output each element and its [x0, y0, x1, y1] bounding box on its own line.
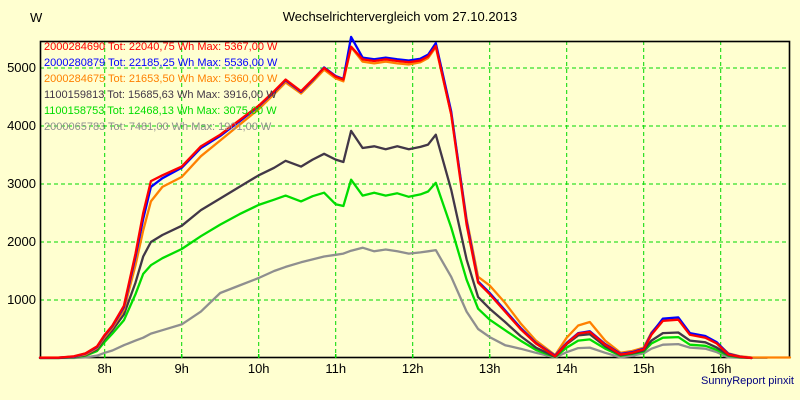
x-tick-label: 8h: [97, 361, 111, 376]
y-tick-label: 2000: [7, 234, 36, 249]
x-tick-label: 12h: [402, 361, 424, 376]
legend-item-2000284690: 2000284690 Tot: 22040,75 Wh Max: 5367,00…: [44, 41, 278, 53]
x-tick-label: 14h: [556, 361, 578, 376]
series-line-2000284690: [38, 44, 753, 360]
plot-frame: [39, 40, 791, 359]
y-tick-label: 3000: [7, 176, 36, 191]
series-line-1100159813: [38, 129, 753, 360]
y-tick-label: 4000: [7, 118, 36, 133]
y-tick-label: 5000: [7, 60, 36, 75]
legend: 2000284690 Tot: 22040,75 Wh Max: 5367,00…: [44, 39, 277, 135]
legend-item-2000280879: 2000280879 Tot: 22185,25 Wh Max: 5536,00…: [44, 57, 278, 69]
legend-item-1100159813: 1100159813 Tot: 15685,63 Wh Max: 3916,00…: [44, 89, 277, 101]
legend-item-2000065783: 2000065783 Tot: 7481,00 Wh Max: 1901,00 …: [44, 121, 272, 133]
x-tick-label: 16h: [710, 361, 732, 376]
legend-item-2000284675: 2000284675 Tot: 21653,50 Wh Max: 5360,00…: [44, 73, 278, 85]
x-tick-label: 13h: [479, 361, 501, 376]
credit-label: SunnyReport pinxit: [701, 375, 794, 387]
y-axis-unit-label: W: [30, 10, 43, 25]
chart-title: Wechselrichtervergleich vom 27.10.2013: [282, 9, 518, 24]
x-tick-label: 9h: [174, 361, 188, 376]
y-tick-label: 1000: [7, 292, 36, 307]
x-tick-label: 10h: [248, 361, 270, 376]
legend-item-1100158753: 1100158753 Tot: 12468,13 Wh Max: 3075,00…: [44, 105, 277, 117]
x-tick-label: 11h: [325, 361, 346, 376]
series-line-2000065783: [38, 246, 769, 360]
x-tick-label: 15h: [633, 361, 655, 376]
